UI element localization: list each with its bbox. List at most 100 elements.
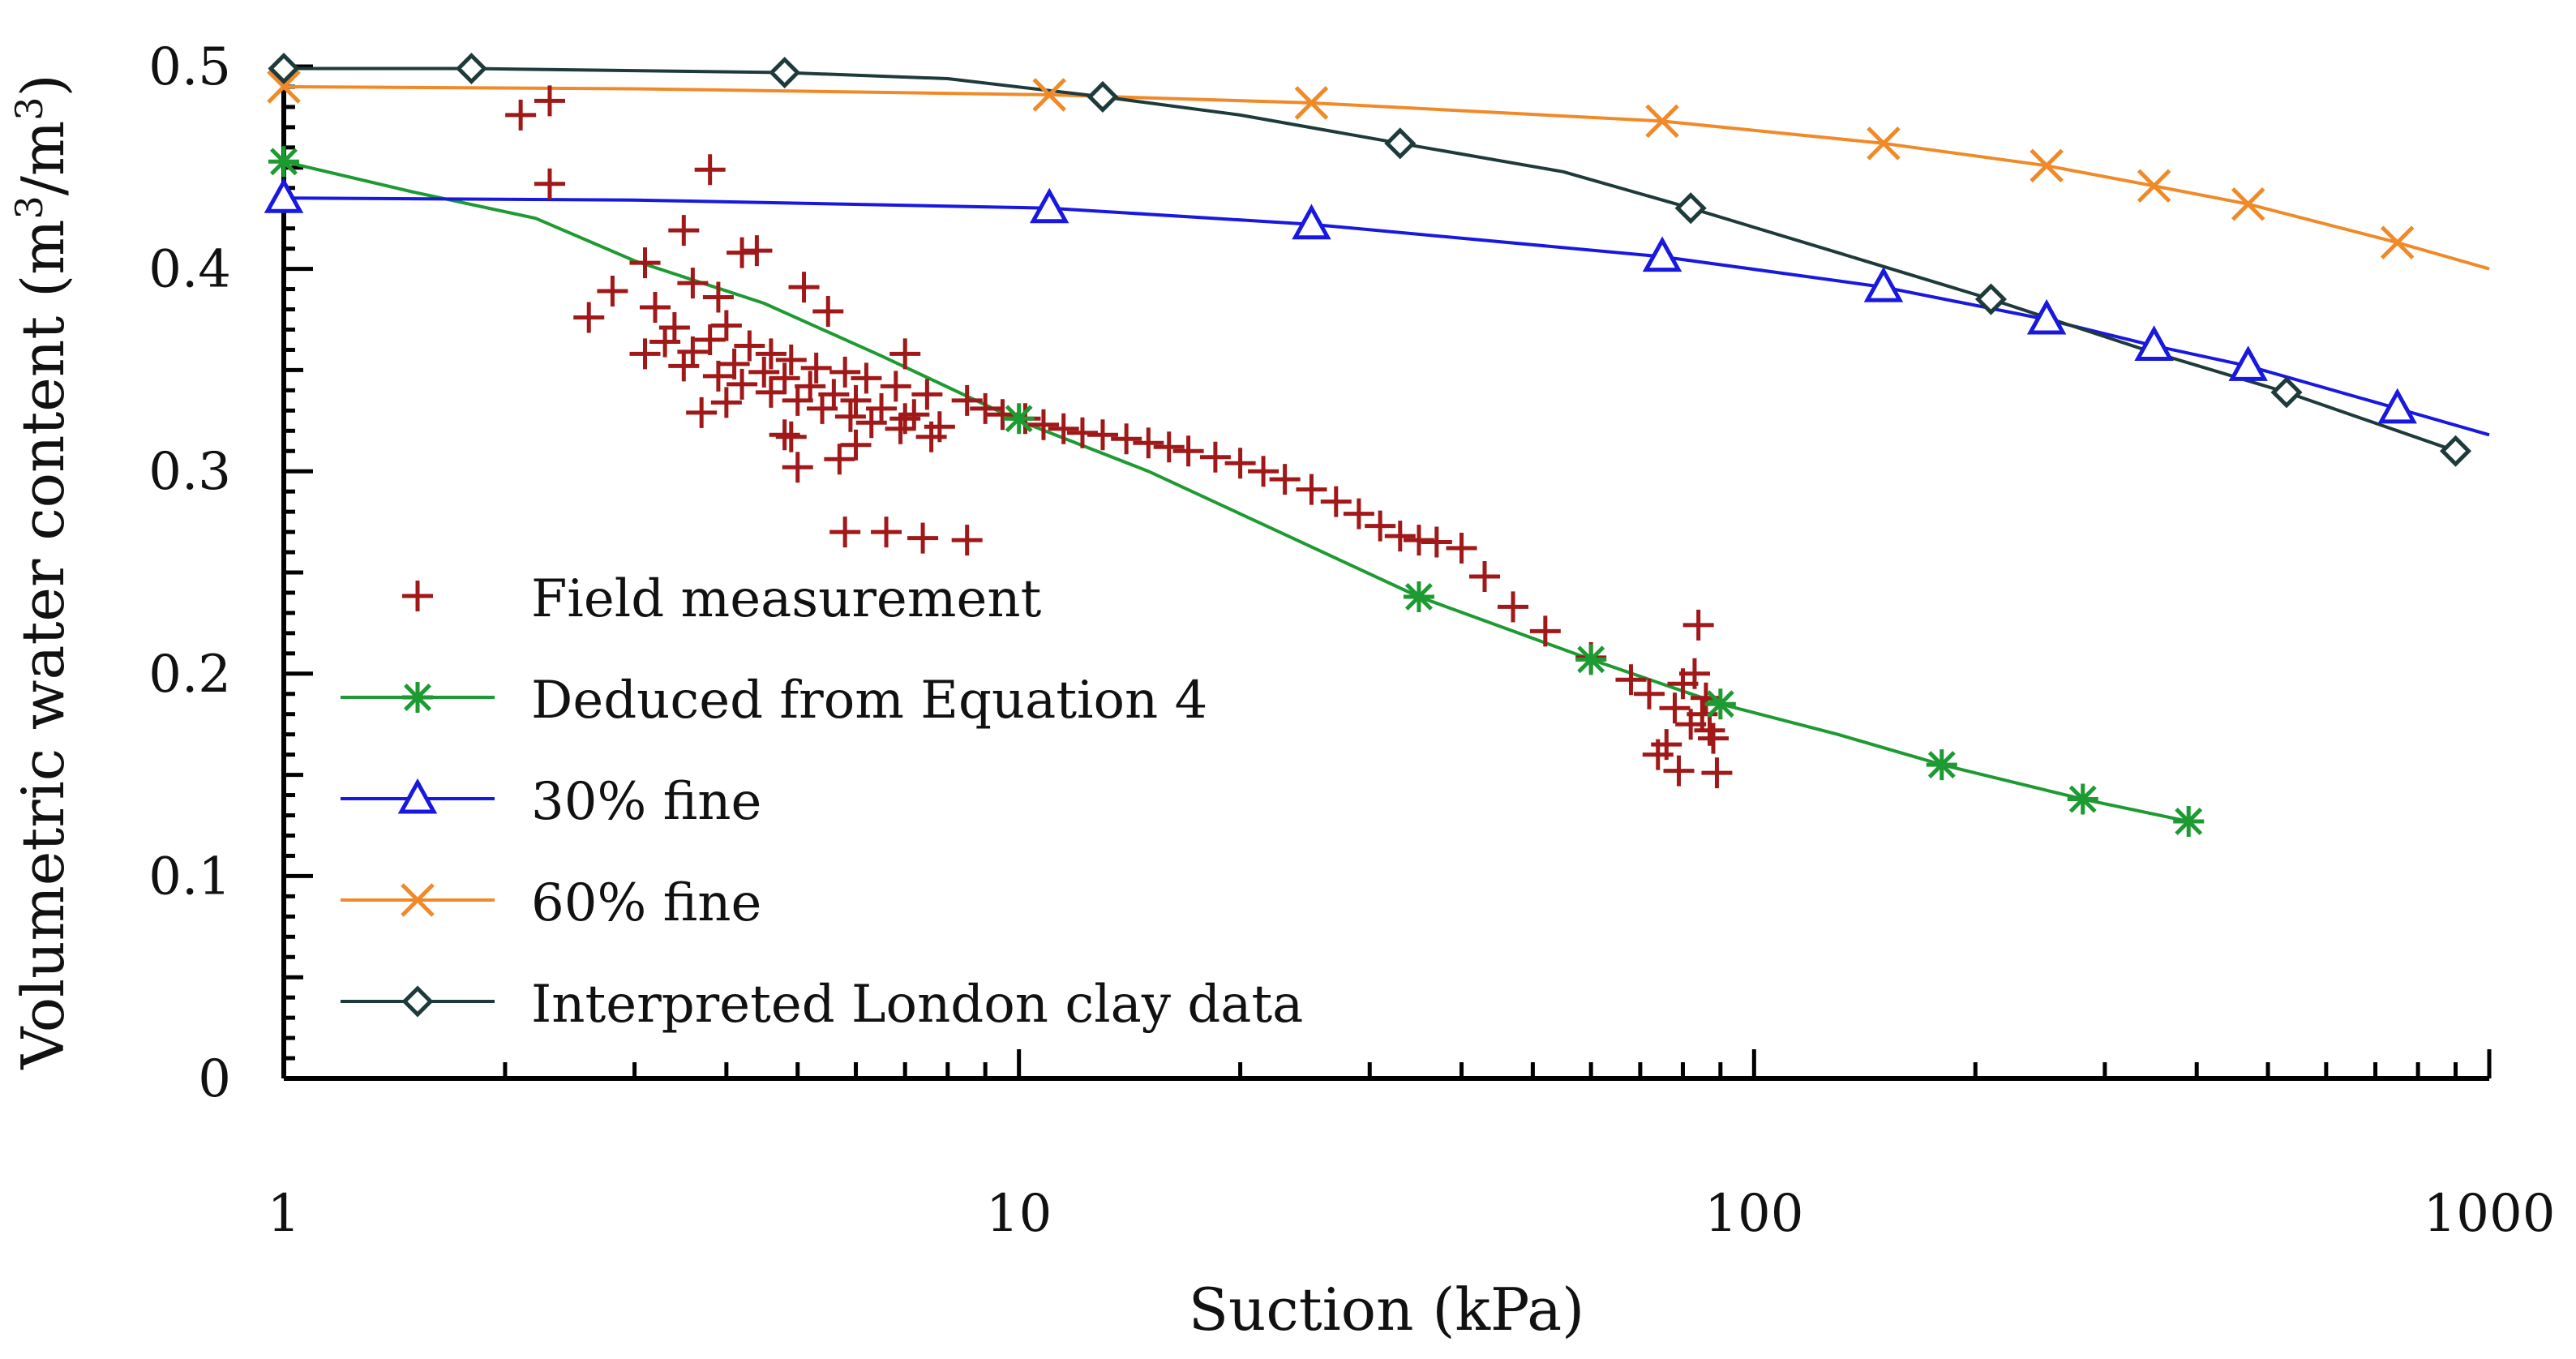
series-point-2: [2134, 325, 2174, 361]
field-measurement-point: [694, 324, 726, 355]
field-measurement-point: [1172, 435, 1204, 467]
y-tick-label: 0.2: [148, 645, 231, 705]
field-measurement-point: [1694, 714, 1725, 746]
field-measurement-point: [824, 444, 855, 475]
field-measurement-point: [1642, 739, 1674, 770]
x-axis-label: Suction (kPa): [1189, 1275, 1585, 1344]
legend-label-30-fine: 30% fine: [531, 772, 761, 832]
field-measurement-point: [951, 384, 983, 416]
field-measurement-point: [1048, 413, 1079, 444]
field-measurement-point: [1296, 474, 1327, 505]
series-point-1: [2067, 783, 2098, 815]
y-axis-label-sup1: 3: [7, 195, 51, 219]
field-measurement-point: [1678, 658, 1710, 689]
field-measurement-point: [889, 403, 921, 435]
field-measurement-point: [851, 362, 882, 394]
legend-marker-60-fine: [341, 883, 495, 917]
field-measurement-point: [1224, 448, 1256, 479]
field-measurement-point: [755, 338, 787, 370]
series-point-4: [268, 52, 300, 85]
field-measurement-point: [1469, 560, 1501, 592]
series-markers-2: [264, 178, 2417, 424]
legend-label-field-measurement: Field measurement: [531, 569, 1042, 629]
x-tick-label: 1000: [2424, 1184, 2556, 1244]
field-measurement-point: [800, 352, 832, 384]
field-measurement-point: [505, 99, 537, 131]
series-point-4: [1674, 192, 1707, 225]
y-axis-label-mid: /m: [9, 121, 77, 196]
y-tick-labels: 0 0.1 0.2 0.3 0.4 0.5: [148, 37, 231, 1109]
legend-item-deduced-equation-4: Deduced from Equation 4: [341, 671, 1207, 731]
series-point-3: [2030, 148, 2064, 183]
field-measurement-point: [727, 237, 758, 268]
field-measurement-point: [840, 429, 872, 461]
field-measurement-point: [807, 392, 838, 424]
field-measurement-point: [1269, 464, 1301, 495]
series-point-2: [1292, 204, 1331, 240]
series-markers-4: [268, 52, 2472, 467]
series-point-2: [2228, 345, 2268, 381]
field-measurement-point: [1248, 456, 1279, 487]
y-tick-label: 0.3: [148, 442, 231, 502]
y-axis-label-end: ): [9, 74, 77, 96]
field-measurement-point: [1446, 533, 1477, 564]
x-tick-label: 1: [268, 1184, 301, 1244]
field-measurement-point: [1633, 678, 1665, 710]
series-point-2: [1642, 236, 1682, 272]
field-measurement-point: [782, 384, 813, 416]
field-measurement-point: [1087, 419, 1118, 451]
series-point-4: [1087, 80, 1119, 113]
series-point-3: [1645, 104, 1679, 139]
field-measurement-point: [534, 168, 565, 199]
series-point-3: [1867, 126, 1901, 161]
series-point-1: [2173, 806, 2205, 838]
field-measurement-point: [1682, 609, 1714, 641]
field-measurement-point: [915, 421, 947, 452]
legend-symbol: [402, 581, 433, 611]
y-axis-label-sup2: 3: [7, 96, 51, 120]
series-point-1: [1003, 403, 1035, 435]
y-tick-label: 0.4: [148, 240, 231, 300]
field-measurement-point: [907, 522, 939, 554]
series-point-3: [2231, 186, 2265, 221]
field-measurement-point: [812, 296, 844, 328]
series-markers-3: [267, 70, 2415, 259]
series-point-4: [1384, 127, 1417, 160]
field-measurement-point: [1698, 722, 1729, 754]
series-point-3: [2137, 169, 2171, 204]
legend-marker-deduced-equation-4: [341, 682, 495, 713]
field-measurement-point: [970, 392, 1001, 424]
field-measurement-point: [640, 292, 671, 324]
series-point-3: [2380, 225, 2415, 259]
field-measurement-point: [775, 421, 807, 452]
legend-symbol: [401, 985, 434, 1018]
x-ticks: [281, 1049, 2492, 1078]
field-measurement-point: [795, 371, 826, 402]
legend-symbol: [401, 883, 435, 917]
series-point-1: [1704, 688, 1736, 720]
field-measurement-point: [829, 517, 861, 548]
field-measurement-point: [889, 338, 921, 370]
series-point-2: [1863, 266, 1904, 302]
field-measurement-point: [1498, 591, 1529, 623]
field-measurement-point: [1320, 486, 1352, 517]
field-measurement-point: [686, 397, 718, 428]
series-point-4: [455, 52, 487, 85]
legend-item-60-fine: 60% fine: [341, 873, 761, 933]
y-axis-label: Volumetric water content (m3/m3): [7, 74, 77, 1070]
plot-area: [264, 52, 2490, 838]
field-measurement-point: [755, 376, 787, 408]
field-measurement-point: [911, 379, 943, 410]
field-measurement-point: [834, 401, 866, 432]
field-measurement-point: [629, 247, 661, 279]
legend-label-deduced-equation-4: Deduced from Equation 4: [531, 671, 1207, 731]
y-axis-label-main: Volumetric water content (m: [9, 220, 77, 1070]
field-measurement-point: [718, 348, 750, 379]
field-measurement-point: [734, 330, 765, 362]
legend-symbol: [397, 778, 438, 814]
field-measurement-point: [788, 272, 820, 303]
field-measurement-point: [1421, 526, 1452, 558]
field-measurement-point: [1615, 664, 1647, 696]
field-measurement-points: [505, 85, 1733, 789]
